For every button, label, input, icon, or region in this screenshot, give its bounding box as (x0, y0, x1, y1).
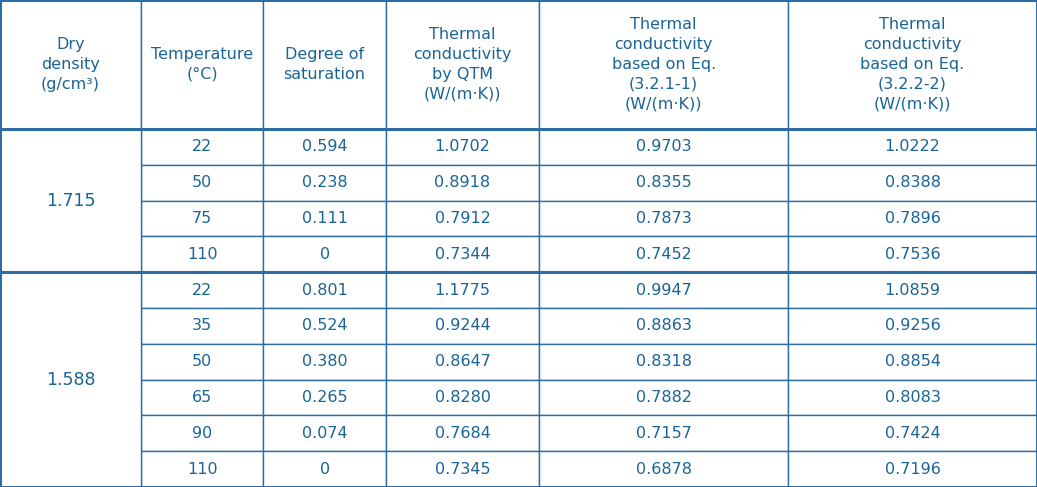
Bar (141, 451, 263, 487)
Bar (141, 344, 263, 380)
Bar (386, 201, 539, 237)
Bar (141, 0, 263, 129)
Text: 0.801: 0.801 (302, 282, 347, 298)
Text: Thermal
conductivity
based on Eq.
(3.2.2-2)
(W/(m·K)): Thermal conductivity based on Eq. (3.2.2… (861, 18, 964, 112)
Bar (141, 380, 263, 415)
Text: Thermal
conductivity
by QTM
(W/(m·K)): Thermal conductivity by QTM (W/(m·K)) (414, 27, 511, 102)
Bar (386, 415, 539, 451)
Text: 0.9256: 0.9256 (885, 318, 941, 334)
Text: 0.9947: 0.9947 (636, 282, 692, 298)
Text: 0.6878: 0.6878 (636, 462, 692, 477)
Text: 0.8318: 0.8318 (636, 354, 692, 369)
Text: 0.7157: 0.7157 (636, 426, 692, 441)
Bar (263, 415, 386, 451)
Text: 65: 65 (192, 390, 213, 405)
Text: 0.7684: 0.7684 (435, 426, 491, 441)
Text: 0.8388: 0.8388 (885, 175, 941, 190)
Bar (386, 272, 539, 308)
Text: 0.9244: 0.9244 (435, 318, 491, 334)
Bar (539, 201, 788, 237)
Bar (788, 308, 1037, 344)
Text: 0.7344: 0.7344 (435, 247, 491, 262)
Bar (788, 272, 1037, 308)
Bar (539, 344, 788, 380)
Text: 0.8854: 0.8854 (885, 354, 941, 369)
Text: 110: 110 (187, 462, 218, 477)
Bar (263, 380, 386, 415)
Text: 0.7424: 0.7424 (885, 426, 941, 441)
Text: 0.111: 0.111 (302, 211, 347, 226)
Text: 1.1775: 1.1775 (435, 282, 491, 298)
Bar (386, 129, 539, 165)
Bar (386, 380, 539, 415)
Bar (788, 0, 1037, 129)
Text: Degree of
saturation: Degree of saturation (283, 47, 366, 82)
Text: 0.380: 0.380 (302, 354, 347, 369)
Bar (539, 165, 788, 201)
Text: 0: 0 (319, 247, 330, 262)
Text: 0.7873: 0.7873 (636, 211, 692, 226)
Text: 1.588: 1.588 (46, 371, 95, 389)
Text: 0.265: 0.265 (302, 390, 347, 405)
Bar (539, 129, 788, 165)
Text: 0.8083: 0.8083 (885, 390, 941, 405)
Text: 1.0859: 1.0859 (885, 282, 941, 298)
Text: 1.0222: 1.0222 (885, 139, 941, 154)
Bar (141, 308, 263, 344)
Text: 110: 110 (187, 247, 218, 262)
Text: 50: 50 (192, 175, 213, 190)
Text: 0.7896: 0.7896 (885, 211, 941, 226)
Text: 0.8918: 0.8918 (435, 175, 491, 190)
Text: 75: 75 (192, 211, 213, 226)
Text: 50: 50 (192, 354, 213, 369)
Text: 0.8355: 0.8355 (636, 175, 692, 190)
Bar (263, 237, 386, 272)
Bar (788, 380, 1037, 415)
Text: 0.7536: 0.7536 (885, 247, 941, 262)
Bar (263, 451, 386, 487)
Bar (141, 129, 263, 165)
Text: 0.9703: 0.9703 (636, 139, 692, 154)
Text: 35: 35 (192, 318, 213, 334)
Text: Thermal
conductivity
based on Eq.
(3.2.1-1)
(W/(m·K)): Thermal conductivity based on Eq. (3.2.1… (612, 18, 716, 112)
Bar (539, 237, 788, 272)
Text: 0: 0 (319, 462, 330, 477)
Bar (539, 308, 788, 344)
Text: 0.524: 0.524 (302, 318, 347, 334)
Bar (141, 165, 263, 201)
Bar (263, 201, 386, 237)
Bar (788, 344, 1037, 380)
Bar (788, 451, 1037, 487)
Text: 0.7912: 0.7912 (435, 211, 491, 226)
Bar (263, 272, 386, 308)
Text: 0.074: 0.074 (302, 426, 347, 441)
Bar (386, 308, 539, 344)
Bar (141, 415, 263, 451)
Text: 1.0702: 1.0702 (435, 139, 491, 154)
Bar (263, 0, 386, 129)
Text: 90: 90 (192, 426, 213, 441)
Text: 0.238: 0.238 (302, 175, 347, 190)
Text: 0.8863: 0.8863 (636, 318, 692, 334)
Bar (0, 0, 141, 129)
Bar (386, 0, 539, 129)
Text: 0.7882: 0.7882 (636, 390, 692, 405)
Bar (263, 129, 386, 165)
Text: Temperature
(°C): Temperature (°C) (151, 47, 253, 82)
Text: 0.594: 0.594 (302, 139, 347, 154)
Bar (539, 0, 788, 129)
Text: 1.715: 1.715 (46, 192, 95, 209)
Bar (141, 272, 263, 308)
Text: 0.8647: 0.8647 (435, 354, 491, 369)
Bar (539, 451, 788, 487)
Bar (0, 129, 141, 272)
Bar (386, 451, 539, 487)
Bar (263, 308, 386, 344)
Bar (386, 237, 539, 272)
Text: 0.7345: 0.7345 (435, 462, 491, 477)
Bar (0, 272, 141, 487)
Text: 0.8280: 0.8280 (435, 390, 491, 405)
Bar (263, 165, 386, 201)
Bar (788, 201, 1037, 237)
Text: 22: 22 (192, 139, 213, 154)
